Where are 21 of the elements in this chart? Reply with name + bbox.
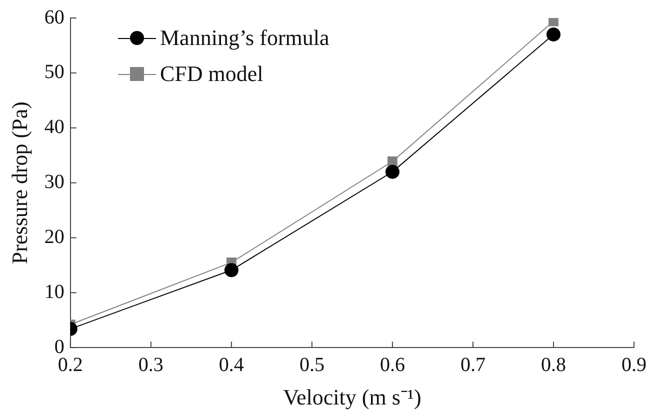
legend-label: CFD model [160,61,264,87]
point [546,27,560,42]
x-tick-label: 0.5 [299,354,324,376]
x-tick-label: 0.3 [138,354,164,376]
y-tick-label: 10 [44,280,64,303]
y-tick-label: 60 [44,6,64,28]
x-tick-label: 0.7 [460,354,486,376]
y-tick-label: 50 [44,61,64,84]
x-tick-label: 0.8 [540,354,566,376]
legend-label: Manning’s formula [160,25,330,51]
y-tick-label: 40 [44,116,64,138]
point [385,164,400,179]
y-tick-label: 20 [44,226,64,248]
x-tick-label: 0.9 [622,354,646,376]
x-tick-label: 0.6 [380,354,405,376]
y-tick-label: 30 [44,171,64,194]
x-axis-title: Velocity (m s⁻¹) [283,384,422,410]
point [224,263,238,278]
point [548,18,558,26]
x-tick-label: 0.4 [218,354,244,376]
y-axis-title: Pressure drop (Pa) [6,102,32,264]
